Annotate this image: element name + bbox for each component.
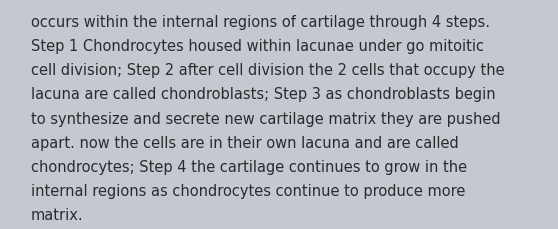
Text: matrix.: matrix. — [31, 207, 83, 222]
Text: to synthesize and secrete new cartilage matrix they are pushed: to synthesize and secrete new cartilage … — [31, 111, 501, 126]
Text: Step 1 Chondrocytes housed within lacunae under go mitoitic: Step 1 Chondrocytes housed within lacuna… — [31, 39, 484, 54]
Text: lacuna are called chondroblasts; Step 3 as chondroblasts begin: lacuna are called chondroblasts; Step 3 … — [31, 87, 496, 102]
Text: occurs within the internal regions of cartilage through 4 steps.: occurs within the internal regions of ca… — [31, 15, 490, 30]
Text: apart. now the cells are in their own lacuna and are called: apart. now the cells are in their own la… — [31, 135, 459, 150]
Text: cell division; Step 2 after cell division the 2 cells that occupy the: cell division; Step 2 after cell divisio… — [31, 63, 504, 78]
Text: internal regions as chondrocytes continue to produce more: internal regions as chondrocytes continu… — [31, 183, 465, 198]
Text: chondrocytes; Step 4 the cartilage continues to grow in the: chondrocytes; Step 4 the cartilage conti… — [31, 159, 467, 174]
